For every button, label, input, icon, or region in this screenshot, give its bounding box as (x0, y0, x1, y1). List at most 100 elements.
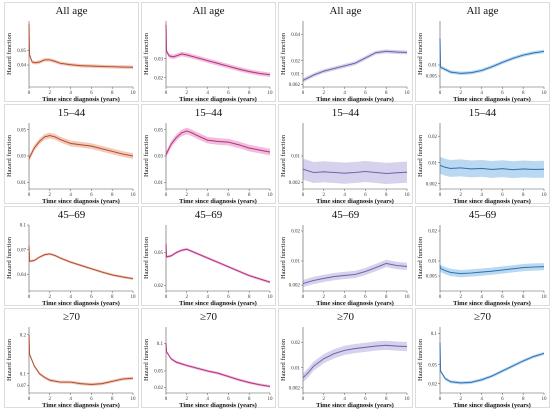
y-tick-label: 0.02 (291, 341, 300, 346)
x-tick-label: 2 (323, 397, 326, 402)
x-tick-label: 0 (439, 295, 442, 300)
x-tick-label: 2 (460, 91, 463, 96)
y-tick-label: 0.05 (17, 49, 26, 54)
x-tick-label: 6 (364, 91, 367, 96)
x-tick-label: 4 (206, 91, 209, 96)
x-tick-label: 2 (186, 295, 189, 300)
y-tick-label: 0.002 (289, 181, 301, 186)
y-axis-label: Hazard function (6, 338, 13, 381)
x-tick-label: 6 (227, 295, 230, 300)
y-tick-label: 0.05 (17, 128, 26, 133)
hazard-series-core (28, 245, 134, 279)
hazard-plot: 0 2 4 6 8 10 0.002 0.01 Time since diagnosis (ye… (280, 123, 410, 205)
x-tick-label: 10 (131, 91, 137, 96)
y-tick-label: 0.04 (17, 64, 26, 69)
x-tick-label: 6 (227, 91, 230, 96)
panel-title: ≥70 (199, 311, 218, 323)
hazard-plot: 0 2 4 6 8 10 0.002 0.01 0.02 Time since diagnosis… (417, 123, 547, 205)
confidence-band (303, 49, 407, 83)
y-tick-label: 0.03 (17, 155, 26, 160)
y-axis-label: Hazard function (143, 338, 150, 381)
x-tick-label: 6 (501, 91, 504, 96)
x-tick-label: 8 (111, 193, 114, 198)
y-tick-label: 0.002 (289, 387, 301, 392)
x-tick-label: 6 (501, 397, 504, 402)
hazard-plot: 0 2 4 6 8 10 0.02 0.05 Time since diagnosis (yea… (143, 225, 273, 307)
chart-panel: All age 0 2 4 6 8 10 0.005 0.01 Time since diagno… (415, 2, 550, 103)
hazard-plot: 0 2 4 6 8 10 0.005 0.01 0.02 Time since diagnosis… (417, 225, 548, 307)
y-tick-label: 0.05 (428, 363, 437, 368)
x-tick-label: 0 (439, 91, 442, 96)
x-tick-label: 2 (186, 193, 189, 198)
x-axis-label: Time since diagnosis (years) (316, 198, 394, 205)
y-axis-label: Hazard function (280, 236, 287, 279)
y-tick-label: 0.05 (154, 251, 163, 256)
confidence-band (303, 158, 407, 185)
x-tick-label: 2 (49, 397, 52, 402)
y-tick-label: 0.02 (428, 230, 437, 235)
x-tick-label: 4 (480, 397, 483, 402)
x-tick-label: 10 (131, 193, 137, 198)
x-tick-label: 2 (49, 91, 52, 96)
x-tick-label: 10 (542, 295, 548, 300)
panel-title: All age (329, 5, 362, 17)
y-tick-label: 0.03 (154, 155, 163, 160)
y-tick-label: 0.01 (291, 260, 300, 265)
x-tick-label: 10 (405, 91, 411, 96)
x-tick-label: 0 (439, 193, 442, 198)
x-tick-label: 10 (268, 91, 274, 96)
panel-title: All age (55, 5, 88, 17)
y-tick-label: 0.02 (154, 76, 163, 81)
x-axis-label: Time since diagnosis (years) (42, 300, 120, 307)
x-tick-label: 0 (439, 397, 442, 402)
y-tick-label: 0.07 (17, 248, 26, 253)
x-tick-label: 8 (111, 295, 114, 300)
x-tick-label: 0 (302, 193, 305, 198)
chart-panel: ≥70 0 2 4 6 8 10 0.07 0.1 0.2 Time since diagnosis… (4, 308, 139, 409)
x-axis-label: Time since diagnosis (years) (179, 198, 257, 205)
panel-title: 45–69 (57, 209, 86, 221)
x-tick-label: 0 (302, 397, 305, 402)
x-tick-label: 8 (385, 295, 388, 300)
x-tick-label: 6 (227, 397, 230, 402)
x-tick-label: 4 (69, 295, 72, 300)
x-axis-label: Time since diagnosis (years) (42, 198, 120, 205)
x-tick-label: 4 (206, 193, 209, 198)
x-axis-label: Time since diagnosis (years) (179, 300, 257, 307)
y-tick-label: 0.02 (154, 284, 163, 289)
y-axis-label: Hazard function (143, 134, 150, 177)
chart-panel: 45–69 0 2 4 6 8 10 0.02 0.05 Time since diagnosis… (141, 206, 276, 307)
x-tick-label: 8 (522, 295, 525, 300)
x-tick-label: 2 (186, 91, 189, 96)
confidence-band (440, 36, 544, 76)
panel-title: 15–44 (468, 107, 497, 119)
x-tick-label: 4 (69, 397, 72, 402)
x-axis-label: Time since diagnosis (years) (453, 96, 531, 103)
hazard-series-core (28, 23, 134, 68)
x-tick-label: 0 (28, 91, 31, 96)
chart-panel: ≥70 0 2 4 6 8 10 0.002 0.01 0.02 Time since diagno… (278, 308, 413, 409)
y-tick-label: 0.02 (291, 230, 300, 235)
chart-panel: ≥70 0 2 4 6 8 10 0.02 0.05 0.1 Time since diagnosi… (415, 308, 550, 409)
y-tick-label: 0.01 (291, 366, 300, 371)
hazard-series-line (28, 245, 134, 280)
x-tick-label: 4 (343, 295, 346, 300)
x-tick-label: 8 (248, 193, 251, 198)
x-axis-label: Time since diagnosis (years) (179, 402, 257, 409)
y-axis-label: Hazard function (6, 134, 13, 177)
hazard-series-core (302, 263, 408, 284)
x-tick-label: 4 (480, 295, 483, 300)
x-tick-label: 8 (248, 91, 251, 96)
x-tick-label: 6 (90, 295, 93, 300)
hazard-series-core (302, 51, 408, 81)
x-tick-label: 10 (131, 295, 137, 300)
panel-title: 45–69 (468, 209, 497, 221)
y-tick-label: 0.02 (154, 386, 163, 391)
x-tick-label: 10 (268, 193, 274, 198)
y-tick-label: 0.002 (289, 284, 301, 289)
x-tick-label: 8 (385, 193, 388, 198)
x-tick-label: 8 (248, 295, 251, 300)
confidence-band (303, 259, 407, 288)
y-tick-label: 0.01 (428, 161, 437, 166)
x-tick-label: 8 (385, 91, 388, 96)
